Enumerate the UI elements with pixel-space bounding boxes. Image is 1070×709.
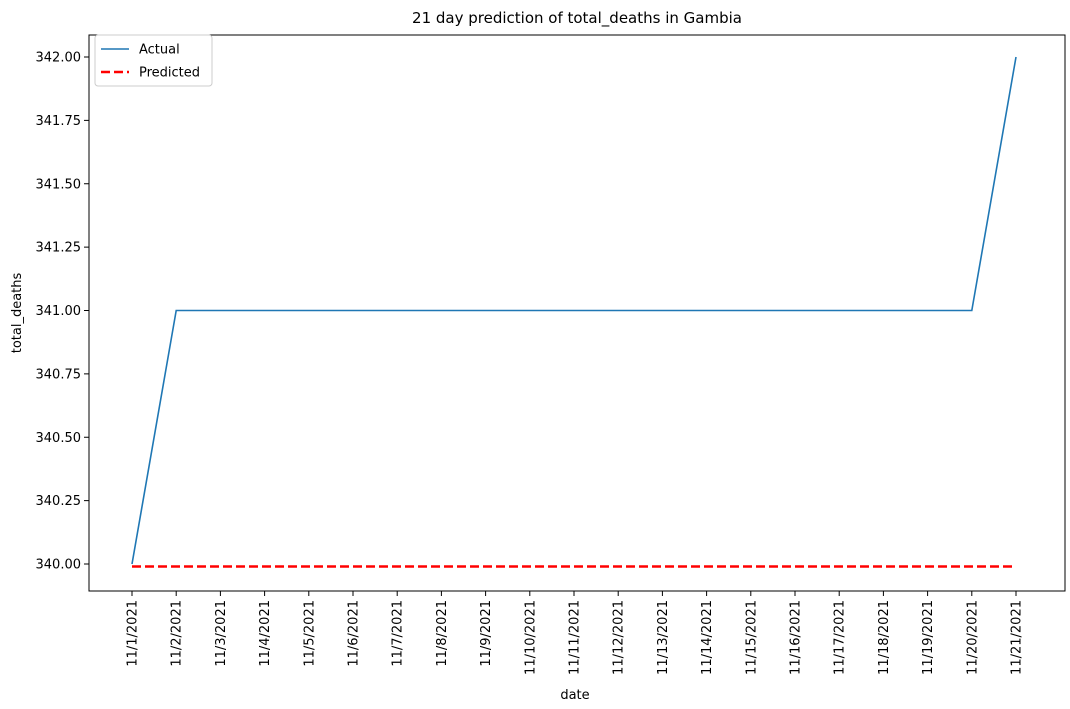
x-tick-label: 11/10/2021 — [523, 600, 538, 675]
series-lines — [131, 56, 1017, 568]
x-tick-label: 11/6/2021 — [347, 600, 362, 667]
x-tick-label: 11/8/2021 — [435, 600, 450, 667]
x-tick-label: 11/18/2021 — [877, 600, 892, 675]
legend-box — [94, 34, 213, 87]
legend: Actual Predicted — [94, 34, 213, 87]
x-tick-label: 11/14/2021 — [700, 600, 715, 675]
y-tick-label: 341.25 — [36, 241, 82, 256]
series-line-actual — [131, 56, 1017, 565]
x-tick-label: 11/4/2021 — [258, 600, 273, 667]
y-tick-label: 340.75 — [36, 367, 82, 382]
x-axis: 11/1/2021 11/2/2021 11/3/2021 11/4/2021 11/5… — [126, 591, 1025, 675]
plot-area — [88, 34, 1066, 592]
x-tick-label: 11/20/2021 — [965, 600, 980, 675]
x-tick-label: 11/19/2021 — [921, 600, 936, 675]
y-tick-label: 340.00 — [36, 558, 82, 573]
x-axis-label: date — [560, 688, 589, 703]
x-tick-label: 11/11/2021 — [568, 600, 583, 675]
y-axis-label: total_deaths — [10, 273, 25, 354]
x-tick-label: 11/5/2021 — [302, 600, 317, 667]
y-tick-label: 340.50 — [36, 431, 82, 446]
x-tick-label: 11/7/2021 — [391, 600, 406, 667]
legend-label-predicted: Predicted — [139, 66, 200, 81]
x-tick-label: 11/15/2021 — [744, 600, 759, 675]
x-tick-label: 11/3/2021 — [214, 600, 229, 667]
x-tick-label: 11/16/2021 — [789, 600, 804, 675]
chart-title: 21 day prediction of total_deaths in Gam… — [412, 9, 742, 28]
y-tick-label: 340.25 — [36, 494, 82, 509]
x-tick-label: 11/1/2021 — [126, 600, 141, 667]
x-tick-label: 11/12/2021 — [612, 600, 627, 675]
x-tick-label: 11/13/2021 — [656, 600, 671, 675]
y-tick-label: 342.00 — [36, 51, 82, 66]
x-tick-label: 11/9/2021 — [479, 600, 494, 667]
y-tick-label: 341.50 — [36, 177, 82, 192]
y-tick-label: 341.75 — [36, 114, 82, 129]
x-tick-label: 11/21/2021 — [1010, 600, 1025, 675]
x-tick-label: 11/2/2021 — [170, 600, 185, 667]
y-tick-label: 341.00 — [36, 304, 82, 319]
x-tick-label: 11/17/2021 — [833, 600, 848, 675]
y-axis: 340.00 340.25 340.50 340.75 341.00 341.25 341.… — [36, 51, 89, 573]
legend-label-actual: Actual — [139, 43, 180, 58]
